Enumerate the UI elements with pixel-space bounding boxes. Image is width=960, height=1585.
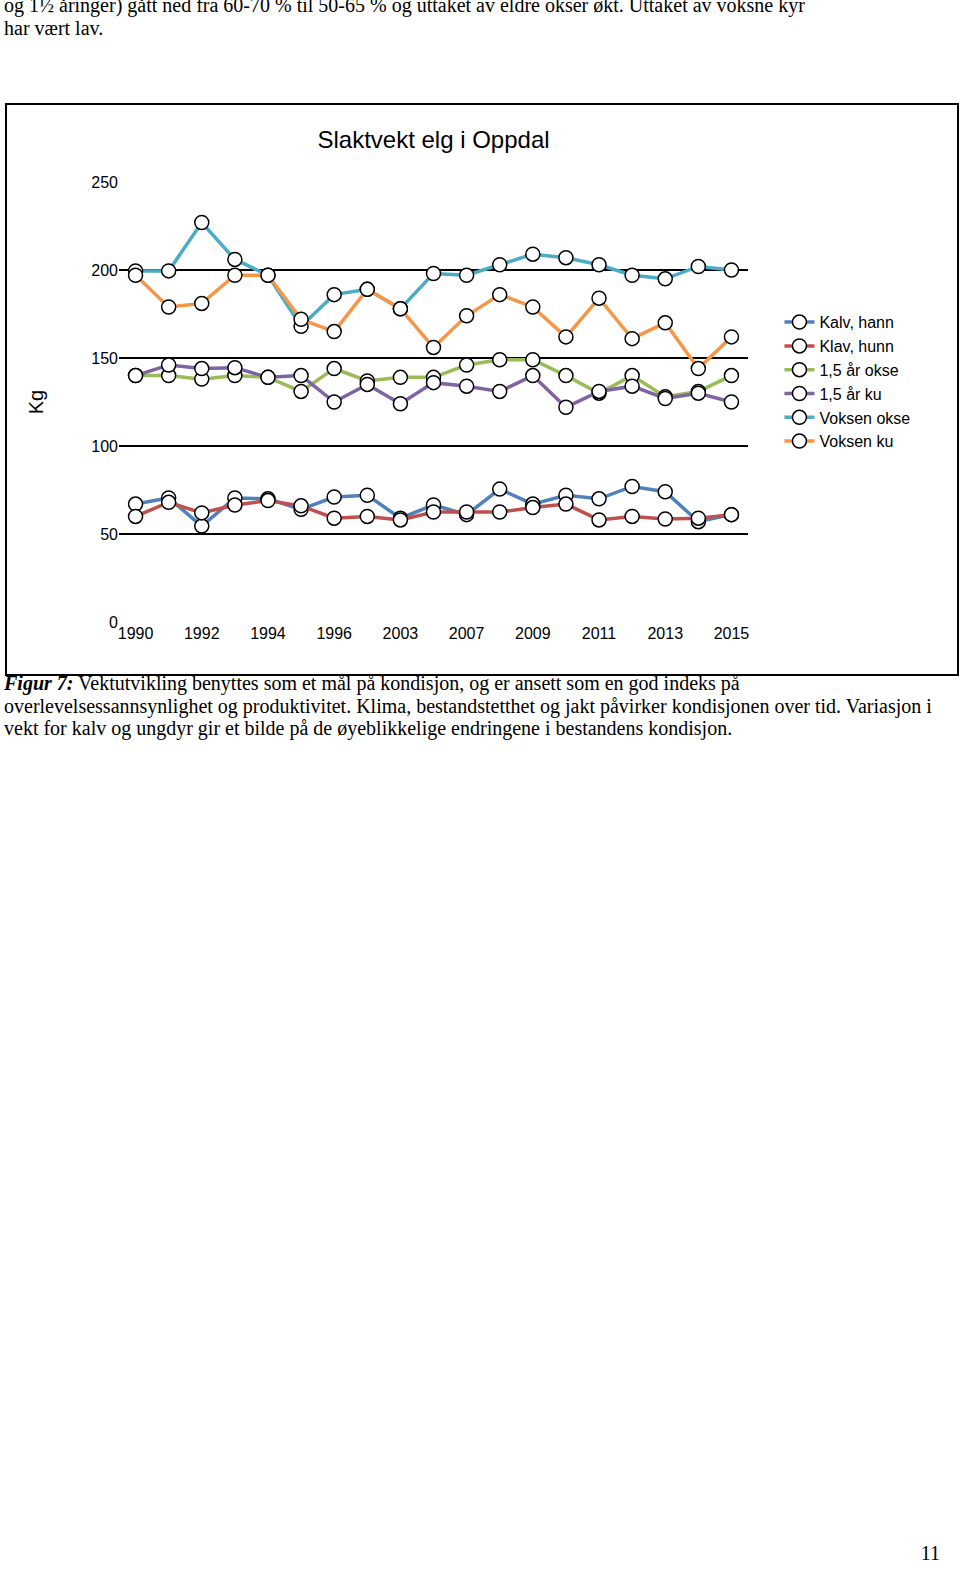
svg-text:Slaktvekt elg i Oppdal: Slaktvekt elg i Oppdal [317, 126, 549, 153]
svg-text:1990: 1990 [118, 625, 154, 642]
svg-text:1994: 1994 [250, 625, 286, 642]
svg-text:100: 100 [91, 438, 118, 455]
svg-text:0: 0 [109, 614, 118, 631]
svg-text:2015: 2015 [714, 625, 750, 642]
html-text:har vært lav.: har vært lav. [4, 17, 104, 39]
svg-text:Klav, hunn: Klav, hunn [819, 338, 893, 355]
svg-text:250: 250 [91, 174, 118, 191]
svg-text:1,5 år okse: 1,5 år okse [819, 362, 898, 379]
svg-text:2009: 2009 [515, 625, 551, 642]
svg-text:Voksen okse: Voksen okse [819, 410, 910, 427]
svg-text:2007: 2007 [449, 625, 485, 642]
html-text:Figur 7: Vektutvikling benytte: Figur 7: Vektutvikling benyttes som et m… [4, 672, 932, 740]
html-text:11: 11 [920, 1542, 940, 1564]
svg-text:2013: 2013 [647, 625, 683, 642]
svg-text:1992: 1992 [184, 625, 220, 642]
svg-text:Voksen ku: Voksen ku [819, 433, 893, 450]
svg-text:Kalv, hann: Kalv, hann [819, 314, 893, 331]
svg-text:2011: 2011 [582, 625, 617, 642]
svg-text:200: 200 [91, 262, 118, 279]
svg-text:50: 50 [100, 526, 118, 543]
svg-text:150: 150 [91, 350, 118, 367]
svg-text:1996: 1996 [316, 625, 352, 642]
svg-text:Kg: Kg [25, 390, 47, 414]
svg-text:2003: 2003 [383, 625, 419, 642]
svg-text:1,5 år ku: 1,5 år ku [819, 386, 881, 403]
